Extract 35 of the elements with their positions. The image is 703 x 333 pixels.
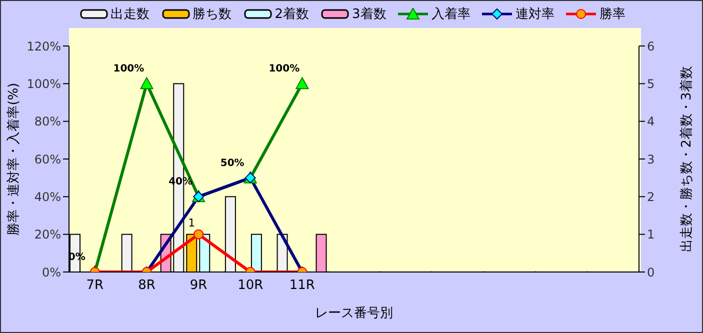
legend-label: 2着数	[274, 6, 309, 23]
data-label: 100%	[113, 64, 144, 75]
y2-tick-label: 6	[647, 39, 655, 54]
y-tick-label: 120%	[26, 39, 61, 54]
point	[140, 77, 154, 90]
x-tick-label: 10R	[238, 278, 264, 294]
y2-tick-label: 3	[647, 152, 655, 166]
y2-tick-label: 0	[647, 265, 655, 280]
legend-label: 出走数	[110, 6, 150, 23]
y-tick-label: 60%	[34, 152, 61, 166]
data-label: 100%	[268, 64, 300, 75]
legend-label: 3着数	[352, 6, 386, 23]
legend-label: 勝率	[599, 6, 626, 23]
x-axis-title: レース番号別	[315, 306, 393, 321]
x-tick-label: 7R	[86, 278, 104, 294]
y2-axis-title: 出走数・勝ち数・2着数・3着数	[678, 66, 695, 252]
y-tick-label: 20%	[34, 228, 61, 242]
data-label: 1	[188, 216, 196, 230]
y-axis-title: 勝率・連対率・入着率(%)	[6, 82, 22, 236]
legend-label: 連対率	[515, 6, 554, 23]
point	[296, 77, 309, 90]
y2-tick-label: 5	[647, 76, 655, 91]
y2-tick-label: 4	[647, 114, 655, 129]
y-tick-label: 0%	[42, 265, 61, 280]
y-tick-label: 40%	[34, 190, 61, 204]
y2-tick-label: 2	[647, 190, 655, 204]
y-tick-label: 100%	[26, 76, 61, 91]
x-tick-label: 8R	[138, 278, 156, 294]
x-tick-label: 9R	[190, 278, 208, 294]
x-tick-label: 11R	[289, 278, 315, 294]
legend-label: 入着率	[431, 6, 470, 23]
y2-tick-label: 1	[647, 228, 655, 242]
data-label: 50%	[220, 158, 244, 169]
legend-label: 勝ち数	[192, 6, 232, 23]
y-tick-label: 80%	[34, 114, 61, 129]
